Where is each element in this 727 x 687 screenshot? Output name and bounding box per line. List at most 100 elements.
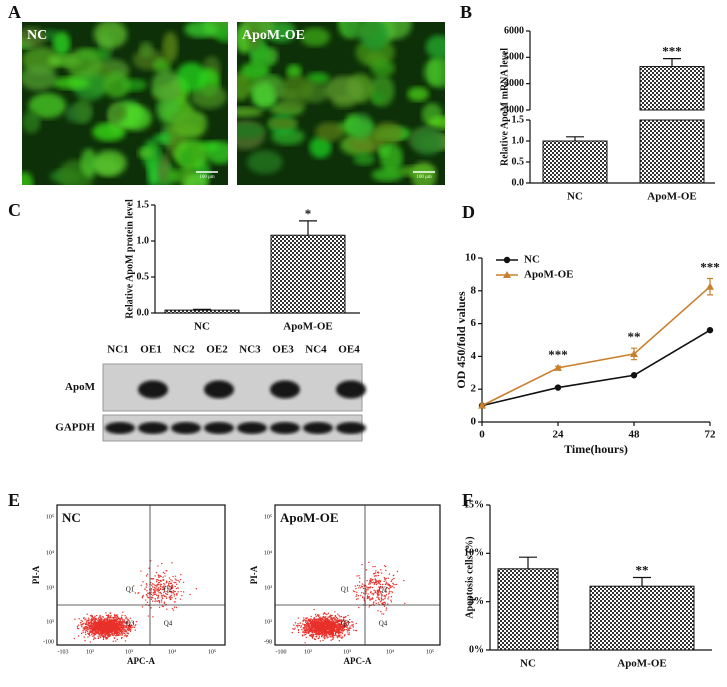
cell <box>397 165 435 177</box>
error-bar <box>299 220 317 236</box>
event-dot <box>121 614 123 617</box>
event-dot <box>321 634 324 636</box>
flow-plot <box>274 504 441 646</box>
event-dot <box>320 636 323 638</box>
event-dot <box>87 617 90 619</box>
y-tick-label: 10² <box>264 619 272 625</box>
event-dot <box>164 575 166 577</box>
quadrant-label: Q2 <box>164 586 173 594</box>
event-dot <box>345 622 348 624</box>
event-dot <box>189 593 191 596</box>
cell <box>237 123 266 139</box>
event-dot <box>316 623 319 626</box>
event-dot <box>332 619 334 622</box>
flow-plot <box>56 504 226 646</box>
event-dot <box>340 623 343 626</box>
event-dot <box>310 634 312 637</box>
event-dot <box>388 573 391 575</box>
panel-label: C <box>8 200 21 220</box>
event-dot <box>391 591 394 593</box>
event-dot <box>323 636 326 638</box>
event-dot <box>344 619 347 622</box>
event-dot <box>360 594 362 597</box>
y-tick-label: 10⁵ <box>264 514 272 520</box>
event-dot <box>73 637 76 640</box>
event-dot <box>175 583 178 586</box>
event-dot <box>123 627 126 629</box>
event-dot <box>94 623 96 625</box>
cell <box>190 84 227 109</box>
event-dot <box>308 618 310 621</box>
event-dot <box>307 628 310 630</box>
event-dot <box>94 637 97 639</box>
event-dot <box>340 636 342 639</box>
event-dot <box>304 625 306 627</box>
event-dot <box>113 620 116 623</box>
event-dot <box>297 622 299 625</box>
event-dot <box>316 627 319 630</box>
event-dot <box>99 635 101 637</box>
event-dot <box>100 633 103 635</box>
event-dot <box>96 614 98 617</box>
event-dot <box>166 593 168 595</box>
event-dot <box>367 597 369 599</box>
event-dot <box>386 603 389 605</box>
event-dot <box>146 584 148 586</box>
event-dot <box>86 626 89 629</box>
event-dot <box>331 636 333 638</box>
event-dot <box>122 629 125 631</box>
event-dot <box>332 623 334 625</box>
event-dot <box>312 635 315 637</box>
cell <box>423 56 445 88</box>
event-dot <box>385 577 387 580</box>
event-dot <box>159 588 162 591</box>
y-tick-label: 10% <box>464 548 484 559</box>
event-dot <box>156 586 158 588</box>
x-axis-label: APC-A <box>127 656 155 666</box>
x-tick-label: 10⁵ <box>208 649 216 655</box>
event-dot <box>152 588 155 591</box>
event-dot <box>390 590 392 593</box>
event-dot <box>307 620 309 622</box>
event-dot <box>102 634 104 636</box>
event-dot <box>352 626 355 628</box>
significance: ** <box>636 562 649 577</box>
event-dot <box>316 634 318 636</box>
event-dot <box>173 593 176 596</box>
event-dot <box>134 625 136 627</box>
event-dot <box>126 618 128 620</box>
event-dot <box>146 573 149 575</box>
event-dot <box>110 628 112 631</box>
event-dot <box>93 638 95 641</box>
event-dot <box>346 625 348 627</box>
event-dot <box>328 621 330 624</box>
event-dot <box>355 598 358 601</box>
event-dot <box>385 591 387 593</box>
event-dot <box>101 635 104 638</box>
event-dot <box>157 583 159 585</box>
y-tick-label: 0.0 <box>512 177 525 188</box>
event-dot <box>323 620 326 622</box>
event-dot <box>378 586 380 588</box>
event-dot <box>170 582 172 585</box>
event-dot <box>117 628 119 630</box>
event-dot <box>95 628 97 630</box>
event-dot <box>305 617 307 619</box>
event-dot <box>352 590 355 592</box>
flow-label: ApoM-OE <box>280 510 339 525</box>
event-dot <box>155 587 157 589</box>
event-dot <box>384 594 386 597</box>
event-dot <box>106 617 109 620</box>
event-dot <box>368 596 370 598</box>
event-dot <box>112 634 115 637</box>
event-dot <box>119 629 122 631</box>
cell <box>157 152 171 183</box>
event-dot <box>322 615 325 618</box>
event-dot <box>119 620 121 623</box>
point <box>554 363 562 371</box>
y-axis-label: PI-A <box>31 565 41 584</box>
event-dot <box>97 635 99 637</box>
event-dot <box>337 613 339 615</box>
event-dot <box>306 628 308 630</box>
cell <box>65 48 102 78</box>
